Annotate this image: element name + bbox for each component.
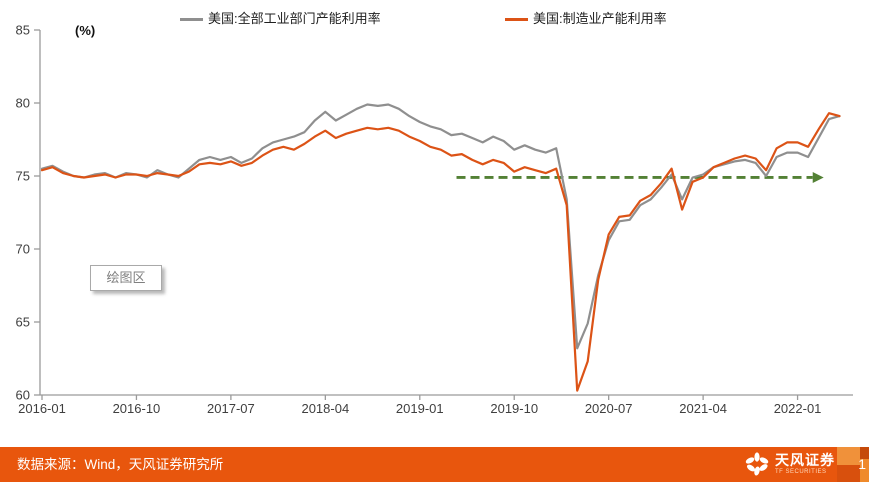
plot-area-tooltip: 绘图区	[90, 265, 162, 291]
annotation-arrowhead	[812, 171, 824, 183]
x-tick-label: 2016-01	[18, 401, 66, 416]
legend-line-sample-gray	[180, 17, 203, 21]
series-line-manufacturing	[40, 112, 841, 392]
y-axis-unit-label: (%)	[75, 23, 96, 38]
legend-item-manufacturing[interactable]: 美国:制造业产能利用率	[505, 11, 667, 27]
x-tick-label: 2016-10	[113, 401, 161, 416]
corner-mosaic-square-light	[837, 447, 860, 465]
data-source-text: 数据来源：Wind，天风证券研究所	[17, 457, 224, 472]
y-tick-label: 65	[16, 315, 30, 330]
logo-text-cn: 天风证券	[775, 452, 835, 468]
y-tick-label: 60	[16, 388, 30, 403]
corner-mosaic-strip-bottom	[860, 459, 869, 482]
legend-item-total-industry[interactable]: 美国:全部工业部门产能利用率	[180, 11, 381, 27]
logo-text-en: TF SECURITIES	[775, 469, 827, 475]
page-number: 1	[858, 456, 866, 472]
corner-mosaic-strip-top	[860, 447, 869, 459]
x-tick-label: 2018-04	[301, 401, 349, 416]
legend-label: 美国:全部工业部门产能利用率	[208, 11, 381, 26]
tf-flower-icon	[745, 452, 769, 476]
legend-line-sample-orange	[505, 17, 528, 21]
tf-securities-logo: 天风证券 TF SECURITIES	[744, 451, 835, 477]
y-tick-label: 85	[16, 23, 30, 38]
x-tick-label: 2020-07	[585, 401, 633, 416]
x-tick-label: 2021-04	[679, 401, 727, 416]
series-line-total-industry	[40, 103, 841, 350]
y-tick-label: 75	[16, 169, 30, 184]
legend-label: 美国:制造业产能利用率	[533, 11, 667, 26]
x-tick-label: 2019-01	[396, 401, 444, 416]
y-tick-label: 70	[16, 242, 30, 257]
corner-mosaic-square-dark	[837, 465, 860, 482]
x-tick-label: 2022-01	[774, 401, 822, 416]
x-tick-label: 2019-10	[490, 401, 538, 416]
y-tick-label: 80	[16, 96, 30, 111]
x-tick-label: 2017-07	[207, 401, 255, 416]
footer-bar: 数据来源：Wind，天风证券研究所 天风证券 TF SECURITIES	[0, 447, 869, 482]
